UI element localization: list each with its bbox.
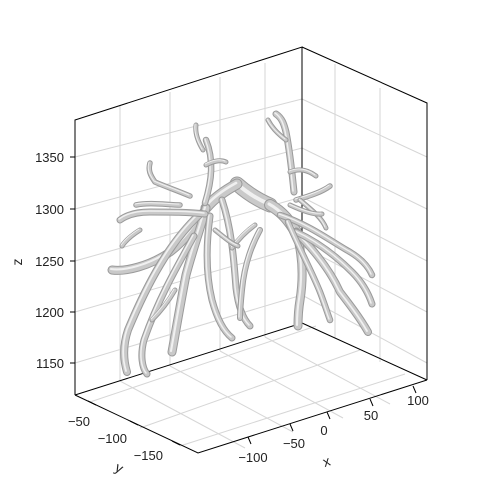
y-tick-m100 [129, 420, 139, 426]
floor-back-left [74, 322, 303, 396]
floor-grid-6 [139, 349, 361, 429]
y-tick-label: −100 [98, 431, 127, 446]
zr-grid-1350 [301, 98, 428, 158]
vessel-segment [168, 204, 210, 356]
floor-grid-1 [119, 380, 246, 449]
vessel-segment-highlight [118, 210, 205, 220]
vessel-segment-highlight [204, 159, 226, 165]
floor-grid-3 [219, 350, 344, 419]
y-tick-label: −150 [134, 448, 163, 463]
z-tick-label: 1150 [36, 356, 64, 371]
z-axis: 1150 1200 1250 1300 1350 z [9, 150, 75, 371]
x-tick-50 [369, 398, 374, 407]
x-tick-100 [412, 385, 417, 394]
vessel-segment [117, 209, 208, 223]
vessel-segment [150, 288, 177, 322]
y-axis-label: y [113, 459, 127, 476]
x-axis-label: x [321, 453, 333, 470]
x-tick-label: −50 [283, 436, 305, 451]
floor-grid-5 [89, 325, 317, 403]
y-tick-label: −50 [68, 414, 90, 429]
vessel-segment-highlight [238, 228, 260, 318]
vessel-segment-highlight [294, 230, 368, 332]
x-tick-label: 0 [320, 423, 327, 438]
floor-front-left [74, 379, 428, 454]
y-axis: −50 −100 −150 y [68, 400, 181, 476]
z-tick-label: 1200 [35, 305, 64, 320]
vessel-segment [204, 159, 228, 167]
vessel-segment-highlight [205, 214, 232, 338]
floor-grid-7 [179, 373, 406, 447]
back-left-frame [74, 46, 303, 395]
x-tick-label: 50 [364, 408, 378, 423]
vessel-segment-highlight [294, 230, 372, 304]
floor-grid-4 [264, 336, 391, 405]
vessel-segment-highlight [150, 288, 175, 320]
zr-grid-1300 [301, 147, 428, 210]
vessel-segment-highlight [120, 228, 140, 246]
y-tick-m50 [87, 400, 97, 406]
z-tick-label: 1250 [35, 254, 64, 269]
vessel-segment [238, 228, 262, 320]
x-tick-m100 [247, 436, 252, 445]
vessel-segment-highlight [203, 138, 211, 203]
z-grid-1150 [74, 294, 303, 364]
y-tick-m150 [171, 440, 181, 446]
x-tick-m50 [289, 423, 294, 432]
x-tick-label: 100 [407, 393, 429, 408]
z-grid-1350 [74, 98, 303, 158]
zr-grid-1250 [301, 196, 428, 262]
vessel-segment-highlight [288, 168, 316, 176]
vessel-segment-highlight [147, 161, 190, 196]
x-tick-label: −100 [238, 450, 267, 465]
vessel-segment-highlight [134, 202, 180, 205]
vessel-segment-highlight [140, 234, 194, 374]
x-tick-0 [326, 411, 331, 420]
floor-back-right [301, 322, 428, 381]
vessel-segment-highlight [286, 220, 330, 320]
vessel-segment [120, 228, 142, 248]
vessel-segment-highlight [169, 205, 207, 353]
vessel-segment-highlight [194, 123, 203, 150]
vessel-tree [107, 110, 376, 378]
z-grid-1300 [74, 147, 303, 210]
back-right-frame [301, 46, 428, 380]
vessel-segment-highlight [122, 212, 200, 372]
vessel-segment-highlight [288, 203, 322, 214]
vessel-segment-highlight [266, 118, 286, 140]
vessel-segment [134, 201, 182, 207]
vessel-segment-highlight [294, 184, 330, 200]
x-axis: −100 −50 0 50 100 x [238, 385, 429, 470]
floor-grid-2 [169, 365, 294, 433]
z-tick-label: 1300 [35, 202, 64, 217]
vessel-segment [139, 233, 197, 377]
box-frame [74, 46, 428, 454]
z-tick-label: 1350 [35, 150, 64, 165]
vessel-segment-highlight [213, 228, 238, 246]
vessel-segment-highlight [278, 213, 372, 275]
z-axis-label: z [9, 259, 25, 266]
vessel-segment [288, 203, 324, 216]
